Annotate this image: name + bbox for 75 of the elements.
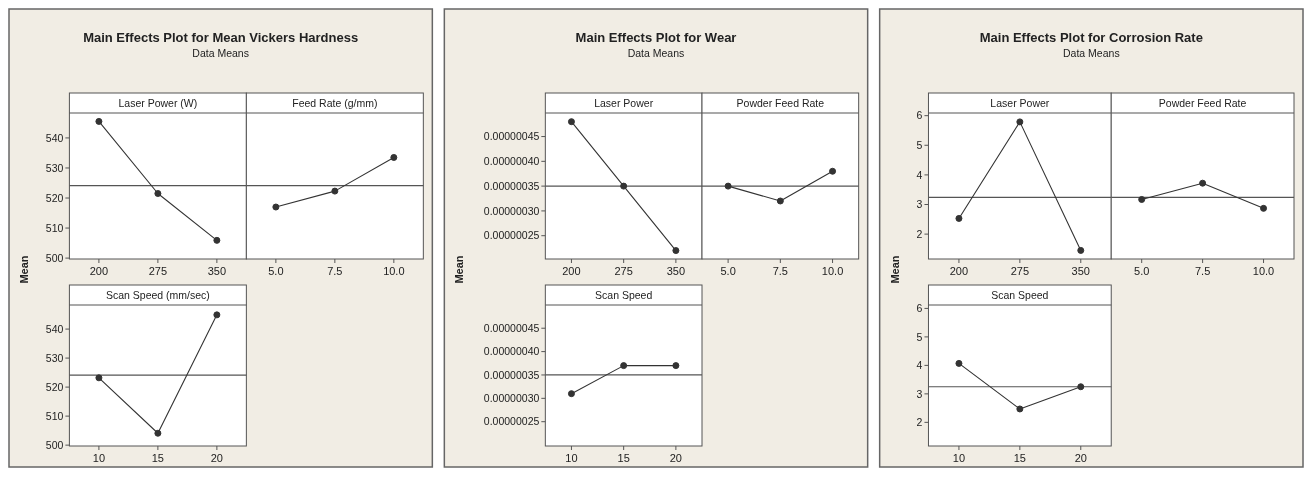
y-tick-label: 520 [45,380,64,393]
x-tick-label: 200 [949,265,969,277]
x-tick-label: 7.5 [772,265,788,277]
y-tick-label: 540 [45,131,64,144]
y-axis-title: Mean [888,255,901,284]
x-tick-label: 10.0 [1252,265,1275,277]
y-tick-label: 510 [45,409,64,422]
x-tick-label: 5.0 [720,265,736,277]
x-axis-title: Scan Speed [595,289,653,301]
y-tick-label: 4 [916,359,923,372]
x-axis-title: Powder Feed Rate [736,97,825,109]
y-tick-label: 0.00000035 [483,368,540,381]
x-tick-label: 20 [1074,452,1087,464]
x-tick-label: 10 [92,452,106,464]
y-axis-title: Mean [453,255,466,284]
y-tick-label: 0.00000035 [483,179,540,192]
x-tick-label: 7.5 [1194,265,1211,277]
y-tick-label: 520 [45,191,64,204]
x-tick-label: 275 [1010,265,1030,277]
x-tick-label: 15 [151,452,165,464]
y-tick-label: 530 [45,351,64,364]
chart-subtitle: Data Means [1063,47,1120,59]
y-tick-label: 0.00000045 [483,130,540,143]
x-axis-title: Laser Power (W) [118,97,198,109]
x-axis-title: Laser Power [594,97,654,109]
y-tick-label: 510 [45,221,64,234]
y-tick-label: 6 [916,109,923,122]
x-axis-title: Scan Speed [991,289,1049,301]
x-axis-title: Feed Rate (g/mm) [292,97,378,109]
y-tick-label: 0.00000030 [483,204,540,217]
x-tick-label: 5.0 [268,265,284,277]
x-axis-title: Scan Speed (mm/sec) [105,289,210,301]
chart-title: Main Effects Plot for Mean Vickers Hardness [83,30,359,45]
x-tick-label: 10.0 [821,265,844,277]
y-tick-label: 0.00000025 [483,415,540,428]
chart-subtitle: Data Means [192,47,249,59]
y-tick-label: 0.00000030 [483,392,540,405]
y-tick-label: 500 [45,438,64,451]
x-tick-label: 15 [1013,452,1026,464]
y-axis-title: Mean [18,255,30,284]
chart-subtitle: Data Means [627,47,685,59]
y-tick-label: 500 [45,251,64,264]
x-axis-title: Laser Power [990,97,1050,109]
chart-title: Main Effects Plot for Wear [575,30,737,45]
x-tick-label: 200 [89,265,109,277]
y-tick-label: 0.00000045 [483,321,540,334]
y-tick-label: 2 [916,227,923,240]
y-tick-label: 540 [45,322,64,335]
y-tick-label: 6 [916,302,923,315]
y-tick-label: 0.00000040 [483,345,540,358]
y-tick-label: 5 [916,138,923,151]
y-tick-label: 2 [916,416,923,429]
y-tick-label: 3 [916,387,923,400]
x-tick-label: 20 [669,452,683,464]
x-tick-label: 10 [565,452,578,464]
x-tick-label: 275 [148,265,168,277]
x-tick-label: 15 [617,452,630,464]
y-tick-label: 0.00000025 [483,229,540,242]
x-tick-label: 20 [210,452,223,464]
x-tick-label: 275 [614,265,633,277]
x-tick-label: 350 [207,265,227,277]
x-tick-label: 5.0 [1134,265,1150,277]
y-tick-label: 5 [916,330,923,343]
x-axis-title: Powder Feed Rate [1158,97,1247,109]
x-tick-label: 10 [952,452,966,464]
y-tick-label: 530 [45,161,64,174]
y-tick-label: 4 [916,168,923,181]
x-tick-label: 10.0 [383,265,405,277]
x-tick-label: 350 [666,265,686,277]
x-tick-label: 7.5 [327,265,343,277]
y-tick-label: 0.00000040 [483,155,540,168]
chart-title: Main Effects Plot for Corrosion Rate [979,30,1203,45]
x-tick-label: 350 [1071,265,1090,277]
x-tick-label: 200 [562,265,581,277]
y-tick-label: 3 [916,198,923,211]
